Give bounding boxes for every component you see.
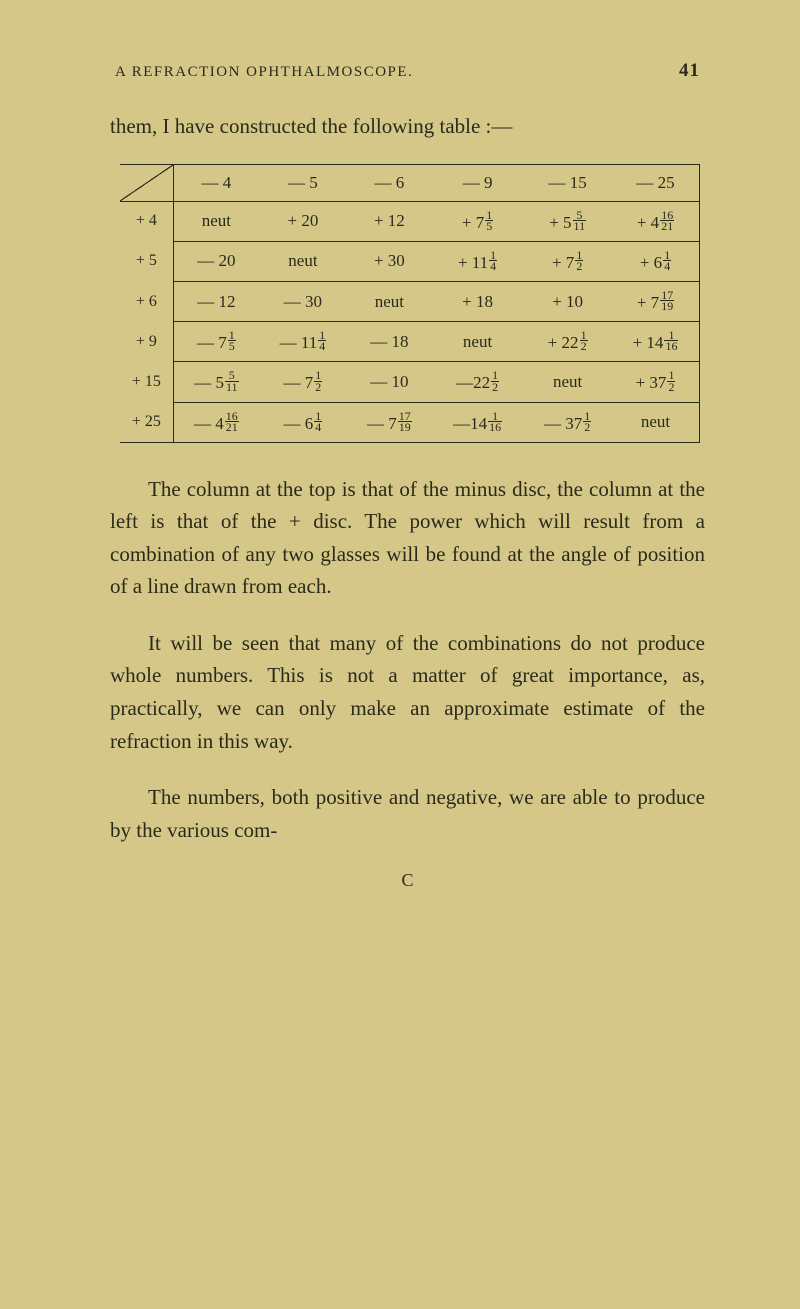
col-header: — 15 <box>523 164 612 201</box>
col-header: — 4 <box>173 164 259 201</box>
page-number: 41 <box>679 60 700 82</box>
data-table: — 4 — 5 — 6 — 9 — 15 — 25 + 4 neut + 20 … <box>120 164 700 443</box>
intro-content: them, I have constructed the following t… <box>110 114 512 138</box>
cell: — 715 <box>173 322 259 362</box>
cell: — 3712 <box>523 402 612 442</box>
table-row: + 9 — 715 — 1114 — 18 neut + 2212 + 1411… <box>120 322 700 362</box>
cell: + 41621 <box>612 201 699 241</box>
refraction-table: — 4 — 5 — 6 — 9 — 15 — 25 + 4 neut + 20 … <box>120 164 700 443</box>
cell: — 712 <box>259 362 347 402</box>
cell: neut <box>612 402 699 442</box>
header-title: A REFRACTION OPHTHALMOSCOPE. <box>115 64 413 81</box>
table-row: + 25 — 41621 — 614 — 71719 —14116 — 3712… <box>120 402 700 442</box>
row-header: + 9 <box>120 322 173 362</box>
cell: + 2212 <box>523 322 612 362</box>
cell: — 41621 <box>173 402 259 442</box>
cell: + 3712 <box>612 362 699 402</box>
cell: — 12 <box>173 281 259 321</box>
cell: + 712 <box>523 241 612 281</box>
corner-cell <box>120 164 173 201</box>
cell: + 20 <box>259 201 347 241</box>
col-header: — 9 <box>432 164 523 201</box>
row-header: + 4 <box>120 201 173 241</box>
cell: + 715 <box>432 201 523 241</box>
cell: + 614 <box>612 241 699 281</box>
row-header: + 25 <box>120 402 173 442</box>
cell: — 5511 <box>173 362 259 402</box>
cell: — 1114 <box>259 322 347 362</box>
cell: — 614 <box>259 402 347 442</box>
cell: neut <box>347 281 432 321</box>
table-row: + 6 — 12 — 30 neut + 18 + 10 + 71719 <box>120 281 700 321</box>
table-row: + 5 — 20 neut + 30 + 1114 + 712 + 614 <box>120 241 700 281</box>
row-header: + 15 <box>120 362 173 402</box>
cell: — 71719 <box>347 402 432 442</box>
signature-mark: C <box>105 870 710 891</box>
cell: —14116 <box>432 402 523 442</box>
cell: + 14116 <box>612 322 699 362</box>
cell: — 18 <box>347 322 432 362</box>
cell: — 30 <box>259 281 347 321</box>
row-header: + 6 <box>120 281 173 321</box>
cell: + 10 <box>523 281 612 321</box>
col-header: — 6 <box>347 164 432 201</box>
table-row: + 15 — 5511 — 712 — 10 —2212 neut + 3712 <box>120 362 700 402</box>
page-header: A REFRACTION OPHTHALMOSCOPE. 41 <box>105 60 710 82</box>
cell: + 71719 <box>612 281 699 321</box>
cell: — 10 <box>347 362 432 402</box>
cell: neut <box>432 322 523 362</box>
paragraph-1: The column at the top is that of the min… <box>105 473 710 603</box>
cell: — 20 <box>173 241 259 281</box>
cell: neut <box>259 241 347 281</box>
cell: + 12 <box>347 201 432 241</box>
cell: + 5511 <box>523 201 612 241</box>
cell: + 18 <box>432 281 523 321</box>
row-header: + 5 <box>120 241 173 281</box>
table-header-row: — 4 — 5 — 6 — 9 — 15 — 25 <box>120 164 700 201</box>
cell: + 1114 <box>432 241 523 281</box>
paragraph-2: It will be seen that many of the combina… <box>105 627 710 757</box>
paragraph-3: The numbers, both positive and negative,… <box>105 781 710 846</box>
intro-text: them, I have constructed the following t… <box>105 110 710 144</box>
col-header: — 5 <box>259 164 347 201</box>
col-header: — 25 <box>612 164 699 201</box>
cell: —2212 <box>432 362 523 402</box>
cell: neut <box>173 201 259 241</box>
cell: + 30 <box>347 241 432 281</box>
table-row: + 4 neut + 20 + 12 + 715 + 5511 + 41621 <box>120 201 700 241</box>
cell: neut <box>523 362 612 402</box>
